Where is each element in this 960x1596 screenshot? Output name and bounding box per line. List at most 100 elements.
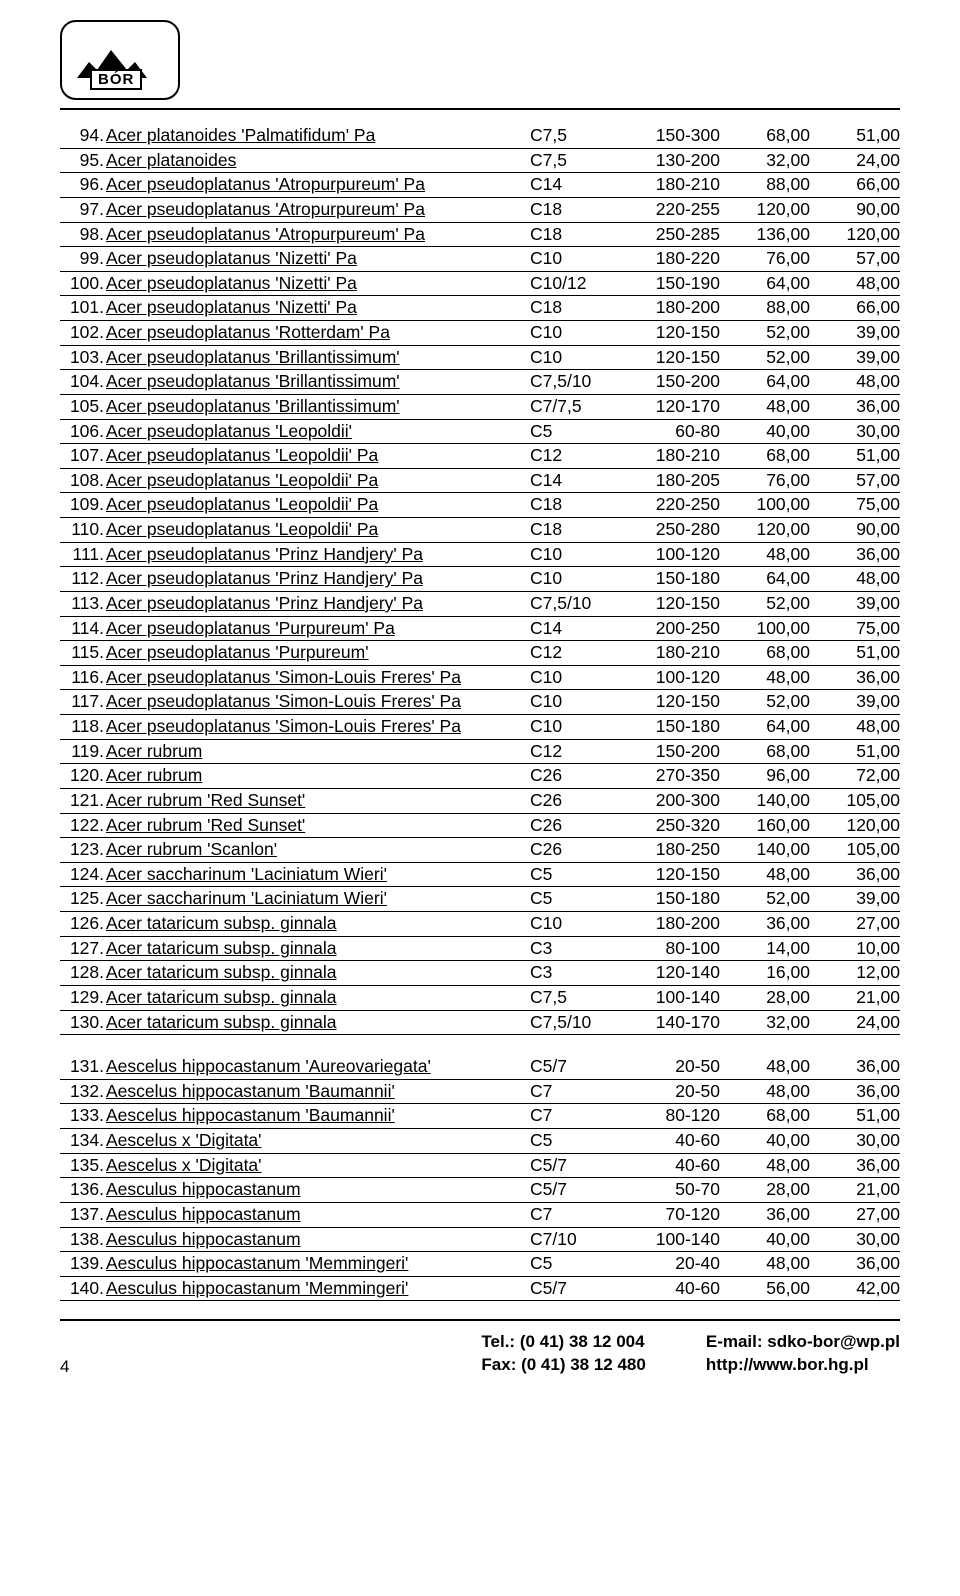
price-table-2: 131.Aescelus hippocastanum 'Aureovariega… — [60, 1055, 900, 1301]
row-price-1: 36,00 — [720, 1203, 810, 1227]
row-num: 99. — [60, 247, 106, 271]
table-row: 129.Acer tataricum subsp. ginnalaC7,5100… — [60, 986, 900, 1011]
row-price-1: 160,00 — [720, 814, 810, 838]
table-row: 136.Aesculus hippocastanumC5/750-7028,00… — [60, 1178, 900, 1203]
row-name: Aesculus hippocastanum — [106, 1178, 530, 1202]
table-row: 131.Aescelus hippocastanum 'Aureovariega… — [60, 1055, 900, 1080]
row-size: 200-250 — [620, 617, 720, 641]
table-row: 123.Acer rubrum 'Scanlon'C26180-250140,0… — [60, 838, 900, 863]
row-price-1: 52,00 — [720, 690, 810, 714]
row-price-2: 36,00 — [810, 543, 900, 567]
row-price-1: 68,00 — [720, 124, 810, 148]
row-num: 126. — [60, 912, 106, 936]
row-name: Aesculus hippocastanum 'Memmingeri' — [106, 1277, 530, 1301]
table-row: 134.Aescelus x 'Digitata'C540-6040,0030,… — [60, 1129, 900, 1154]
table-row: 125.Acer saccharinum 'Laciniatum Wieri'C… — [60, 887, 900, 912]
row-pot: C10 — [530, 543, 620, 567]
table-row: 112.Acer pseudoplatanus 'Prinz Handjery'… — [60, 567, 900, 592]
footer-fax: Fax: (0 41) 38 12 480 — [481, 1355, 645, 1374]
row-num: 114. — [60, 617, 106, 641]
row-price-2: 36,00 — [810, 395, 900, 419]
table-row: 101.Acer pseudoplatanus 'Nizetti' PaC181… — [60, 296, 900, 321]
footer-tel: Tel.: (0 41) 38 12 004 — [481, 1332, 644, 1351]
row-price-2: 24,00 — [810, 149, 900, 173]
row-price-1: 52,00 — [720, 321, 810, 345]
row-num: 129. — [60, 986, 106, 1010]
row-pot: C10 — [530, 346, 620, 370]
row-num: 117. — [60, 690, 106, 714]
row-size: 180-200 — [620, 912, 720, 936]
row-price-2: 105,00 — [810, 789, 900, 813]
row-size: 120-150 — [620, 346, 720, 370]
table-row: 102.Acer pseudoplatanus 'Rotterdam' PaC1… — [60, 321, 900, 346]
row-pot: C5 — [530, 887, 620, 911]
row-num: 130. — [60, 1011, 106, 1035]
row-name: Acer pseudoplatanus 'Brillantissimum' — [106, 346, 530, 370]
table-row: 104.Acer pseudoplatanus 'Brillantissimum… — [60, 370, 900, 395]
row-price-1: 40,00 — [720, 1228, 810, 1252]
row-pot: C5/7 — [530, 1154, 620, 1178]
row-name: Acer tataricum subsp. ginnala — [106, 961, 530, 985]
row-price-2: 51,00 — [810, 1104, 900, 1128]
row-price-1: 96,00 — [720, 764, 810, 788]
row-price-2: 90,00 — [810, 518, 900, 542]
row-num: 101. — [60, 296, 106, 320]
row-num: 106. — [60, 420, 106, 444]
row-price-1: 68,00 — [720, 740, 810, 764]
row-num: 136. — [60, 1178, 106, 1202]
row-pot: C12 — [530, 740, 620, 764]
row-num: 120. — [60, 764, 106, 788]
row-pot: C7 — [530, 1203, 620, 1227]
row-price-1: 68,00 — [720, 1104, 810, 1128]
row-price-1: 64,00 — [720, 370, 810, 394]
row-pot: C12 — [530, 444, 620, 468]
row-name: Acer pseudoplatanus 'Brillantissimum' — [106, 395, 530, 419]
row-price-2: 105,00 — [810, 838, 900, 862]
row-pot: C12 — [530, 641, 620, 665]
row-size: 150-300 — [620, 124, 720, 148]
row-name: Aesculus hippocastanum — [106, 1228, 530, 1252]
row-pot: C18 — [530, 493, 620, 517]
row-size: 250-280 — [620, 518, 720, 542]
row-num: 135. — [60, 1154, 106, 1178]
row-name: Acer rubrum 'Red Sunset' — [106, 789, 530, 813]
row-price-2: 30,00 — [810, 420, 900, 444]
row-num: 131. — [60, 1055, 106, 1079]
row-num: 128. — [60, 961, 106, 985]
row-size: 50-70 — [620, 1178, 720, 1202]
row-pot: C5 — [530, 863, 620, 887]
table-row: 124.Acer saccharinum 'Laciniatum Wieri'C… — [60, 863, 900, 888]
table-row: 111.Acer pseudoplatanus 'Prinz Handjery'… — [60, 543, 900, 568]
row-num: 139. — [60, 1252, 106, 1276]
row-pot: C10 — [530, 321, 620, 345]
row-size: 60-80 — [620, 420, 720, 444]
row-size: 180-250 — [620, 838, 720, 862]
row-size: 150-180 — [620, 715, 720, 739]
row-price-2: 36,00 — [810, 863, 900, 887]
row-num: 100. — [60, 272, 106, 296]
row-pot: C10 — [530, 567, 620, 591]
row-num: 119. — [60, 740, 106, 764]
row-num: 138. — [60, 1228, 106, 1252]
row-num: 102. — [60, 321, 106, 345]
row-size: 180-205 — [620, 469, 720, 493]
row-price-1: 76,00 — [720, 247, 810, 271]
row-price-1: 88,00 — [720, 173, 810, 197]
row-size: 120-150 — [620, 863, 720, 887]
row-name: Acer tataricum subsp. ginnala — [106, 937, 530, 961]
row-name: Acer pseudoplatanus 'Leopoldii' Pa — [106, 469, 530, 493]
table-row: 115.Acer pseudoplatanus 'Purpureum'C1218… — [60, 641, 900, 666]
footer-web: http://www.bor.hg.pl — [706, 1355, 869, 1374]
row-price-2: 51,00 — [810, 641, 900, 665]
row-name: Acer pseudoplatanus 'Simon-Louis Freres'… — [106, 666, 530, 690]
table-row: 119.Acer rubrumC12150-20068,0051,00 — [60, 740, 900, 765]
row-num: 118. — [60, 715, 106, 739]
table-row: 110.Acer pseudoplatanus 'Leopoldii' PaC1… — [60, 518, 900, 543]
row-name: Acer pseudoplatanus 'Atropurpureum' Pa — [106, 223, 530, 247]
row-price-2: 30,00 — [810, 1228, 900, 1252]
table-row: 99.Acer pseudoplatanus 'Nizetti' PaC1018… — [60, 247, 900, 272]
table-row: 122.Acer rubrum 'Red Sunset'C26250-32016… — [60, 814, 900, 839]
row-price-2: 39,00 — [810, 346, 900, 370]
row-name: Acer pseudoplatanus 'Rotterdam' Pa — [106, 321, 530, 345]
row-price-1: 36,00 — [720, 912, 810, 936]
